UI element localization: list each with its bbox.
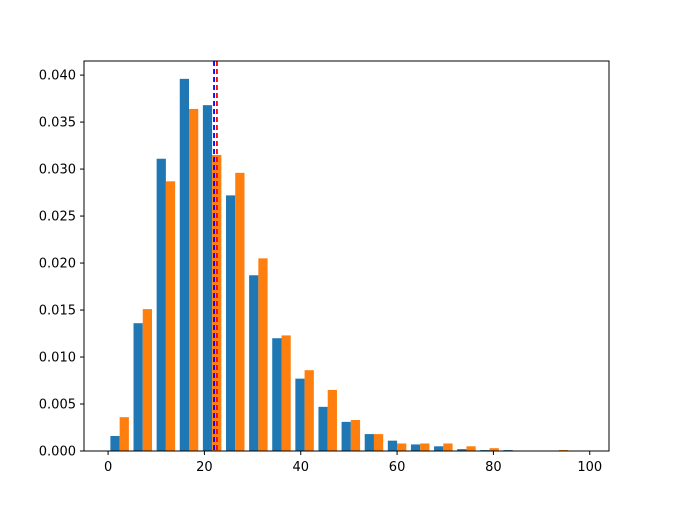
bar-series1-bin-5 [225,195,236,451]
bar-series2-bin-1 [142,309,153,451]
x-tick-label-0: 0 [104,460,112,475]
y-tick-label-5: 0.025 [39,210,76,225]
bar-series2-bin-6 [258,258,268,451]
y-tick-label-1: 0.005 [39,398,76,413]
bar-series2-bin-5 [235,172,245,451]
bar-series1-bin-3 [179,78,189,452]
bar-series1-bin-2 [156,158,166,452]
bar-series1-bin-0 [110,435,120,451]
bar-series2-bin-12 [397,443,407,451]
plot-frame [83,60,610,452]
bar-series2-bin-11 [373,434,384,451]
y-tick-label-4: 0.020 [39,257,76,272]
bar-series2-bin-13 [420,443,430,451]
x-tick-label-1: 20 [196,460,213,475]
bar-series1-bin-8 [295,378,305,451]
bar-series2-bin-8 [304,370,314,451]
x-tick-label-2: 40 [292,460,309,475]
y-tick-label-2: 0.010 [39,351,76,366]
bar-series2-bin-2 [165,181,176,451]
bar-series2-bin-16 [489,448,499,451]
x-tick-label-4: 80 [485,460,502,475]
bar-series2-bin-10 [350,419,361,451]
y-axis-ticks: 0.000 0.005 0.010 0.015 0.020 0.025 0.030 0.035… [39,69,84,460]
bar-series2-bin-14 [443,443,453,451]
y-tick-label-8: 0.040 [39,69,76,84]
bar-series1-bin-12 [387,440,398,451]
bar-series1-bin-13 [410,444,421,451]
bar-series2-bin-3 [189,108,199,452]
bar-series1-bin-7 [272,338,282,451]
bar-series2-bin-7 [281,335,291,451]
y-tick-label-7: 0.035 [39,116,76,131]
bar-group [110,78,569,452]
bar-series1-bin-14 [434,446,444,451]
bar-series2-bin-9 [327,389,337,451]
x-tick-label-3: 60 [389,460,406,475]
bar-series2-bin-0 [119,417,129,451]
bar-series1-bin-9 [318,406,328,451]
bar-series1-bin-15 [457,449,467,451]
bar-series2-bin-15 [466,446,476,451]
x-axis-ticks: 0 20 40 60 80 100 [104,451,602,475]
reference-lines [213,61,218,451]
y-tick-label-6: 0.030 [39,163,76,178]
bar-series1-bin-6 [249,275,259,451]
x-tick-label-5: 100 [577,460,602,475]
bar-series1-bin-10 [341,421,351,451]
bar-series1-bin-11 [364,434,374,451]
bar-series1-bin-1 [133,323,143,451]
y-tick-label-0: 0.000 [39,445,76,460]
bar-series1-bin-4 [202,105,213,452]
y-tick-label-3: 0.015 [39,304,76,319]
